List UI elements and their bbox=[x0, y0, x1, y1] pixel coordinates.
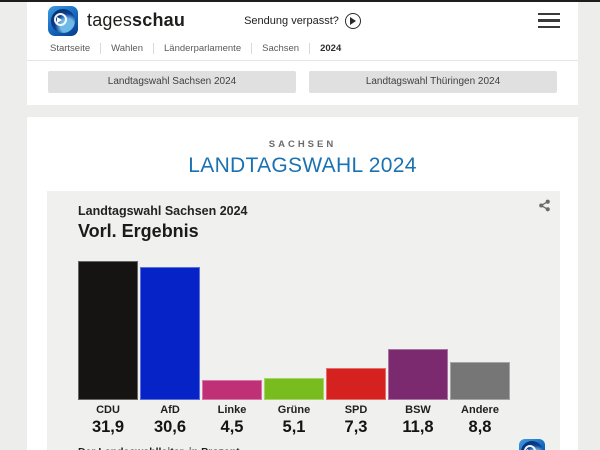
bar-label: Grüne bbox=[277, 404, 311, 416]
bar-value: 11,8 bbox=[402, 418, 434, 436]
bar-value: 31,9 bbox=[91, 418, 125, 436]
election-nav-buttons: Landtagswahl Sachsen 2024 Landtagswahl Th… bbox=[27, 61, 578, 105]
chart-source: Der Landeswahlleiter, in Prozent bbox=[78, 446, 560, 450]
election-nav-button-0[interactable]: Landtagswahl Sachsen 2024 bbox=[48, 71, 296, 93]
bar-area bbox=[78, 261, 138, 400]
bar-spd[interactable] bbox=[326, 368, 386, 400]
play-circle-icon[interactable] bbox=[344, 12, 361, 29]
bar-value: 7,3 bbox=[344, 418, 368, 436]
bar-column-afd: AfD 30,6 bbox=[140, 261, 200, 437]
bar-area bbox=[450, 261, 510, 400]
bar-label: Linke bbox=[217, 404, 247, 416]
site-header: tagesschau Sendung verpasst? Startseite W… bbox=[27, 2, 578, 105]
bar-column-grüne: Grüne 5,1 bbox=[264, 261, 324, 437]
page-title: LANDTAGSWAHL 2024 bbox=[188, 154, 417, 177]
bar-value: 30,6 bbox=[153, 418, 187, 436]
bar-label: Andere bbox=[461, 404, 499, 416]
bar-linke[interactable] bbox=[202, 380, 262, 400]
logo-ring bbox=[524, 445, 536, 450]
breadcrumb-item-länderparlamente[interactable]: Länderparlamente bbox=[153, 43, 251, 54]
bar-label: SPD bbox=[344, 404, 368, 416]
bar-area bbox=[388, 261, 448, 400]
logo-ring bbox=[54, 12, 67, 26]
bar-column-andere: Andere 8,8 bbox=[450, 261, 510, 437]
bar-value: 4,5 bbox=[220, 418, 244, 436]
page-content: tagesschau Sendung verpasst? Startseite W… bbox=[27, 2, 578, 450]
bar-value: 5,1 bbox=[282, 418, 306, 436]
bar-column-cdu: CDU 31,9 bbox=[78, 261, 138, 437]
watch-link[interactable]: Sendung verpasst? bbox=[244, 14, 339, 27]
bar-value: 8,8 bbox=[468, 418, 492, 436]
bar-label: AfD bbox=[160, 404, 180, 416]
bar-label: CDU bbox=[96, 404, 120, 416]
bar-area bbox=[326, 261, 386, 400]
bar-area bbox=[140, 261, 200, 400]
bar-bsw[interactable] bbox=[388, 349, 448, 400]
brand-suffix: schau bbox=[132, 10, 186, 30]
bar-label: BSW bbox=[405, 404, 431, 416]
bar-cdu[interactable] bbox=[78, 261, 138, 400]
breadcrumb-item-2024[interactable]: 2024 bbox=[309, 43, 351, 54]
bar-area bbox=[202, 261, 262, 400]
play-triangle-icon bbox=[350, 16, 357, 25]
brand-wordmark[interactable]: tagesschau bbox=[87, 10, 185, 31]
chart-subtitle: Vorl. Ergebnis bbox=[78, 221, 199, 241]
bar-column-bsw: BSW 11,8 bbox=[388, 261, 448, 437]
bar-grüne[interactable] bbox=[264, 378, 324, 400]
hamburger-menu-icon[interactable] bbox=[538, 9, 560, 33]
chart-title: Landtagswahl Sachsen 2024 bbox=[78, 204, 248, 218]
breadcrumb-item-sachsen[interactable]: Sachsen bbox=[251, 43, 309, 54]
region-eyebrow: SACHSEN bbox=[268, 139, 337, 150]
header-row: tagesschau Sendung verpasst? bbox=[27, 2, 578, 39]
bar-chart: CDU 31,9 AfD 30,6 Linke 4,5 Grüne 5,1 SPD 7,3 BSW 1… bbox=[78, 261, 510, 437]
results-chart-panel: Landtagswahl Sachsen 2024 Vorl. Ergebnis… bbox=[47, 191, 560, 450]
election-nav-button-1[interactable]: Landtagswahl Thüringen 2024 bbox=[309, 71, 557, 93]
section-gap bbox=[27, 105, 578, 117]
share-icon[interactable] bbox=[535, 196, 553, 214]
tagesschau-logo-badge bbox=[519, 439, 545, 450]
brand-prefix: tages bbox=[87, 10, 133, 30]
bar-area bbox=[264, 261, 324, 400]
bar-andere[interactable] bbox=[450, 362, 510, 400]
bar-afd[interactable] bbox=[140, 267, 200, 400]
main-content: SACHSEN LANDTAGSWAHL 2024 Landtagswahl S… bbox=[27, 117, 578, 450]
breadcrumb-item-startseite[interactable]: Startseite bbox=[50, 43, 91, 54]
logo-arrow bbox=[57, 16, 62, 23]
bar-column-linke: Linke 4,5 bbox=[202, 261, 262, 437]
breadcrumb: Startseite Wahlen Länderparlamente Sachsen 2… bbox=[27, 39, 578, 61]
breadcrumb-item-wahlen[interactable]: Wahlen bbox=[100, 43, 153, 54]
tagesschau-logo-icon[interactable] bbox=[48, 5, 78, 36]
bar-column-spd: SPD 7,3 bbox=[326, 261, 386, 437]
